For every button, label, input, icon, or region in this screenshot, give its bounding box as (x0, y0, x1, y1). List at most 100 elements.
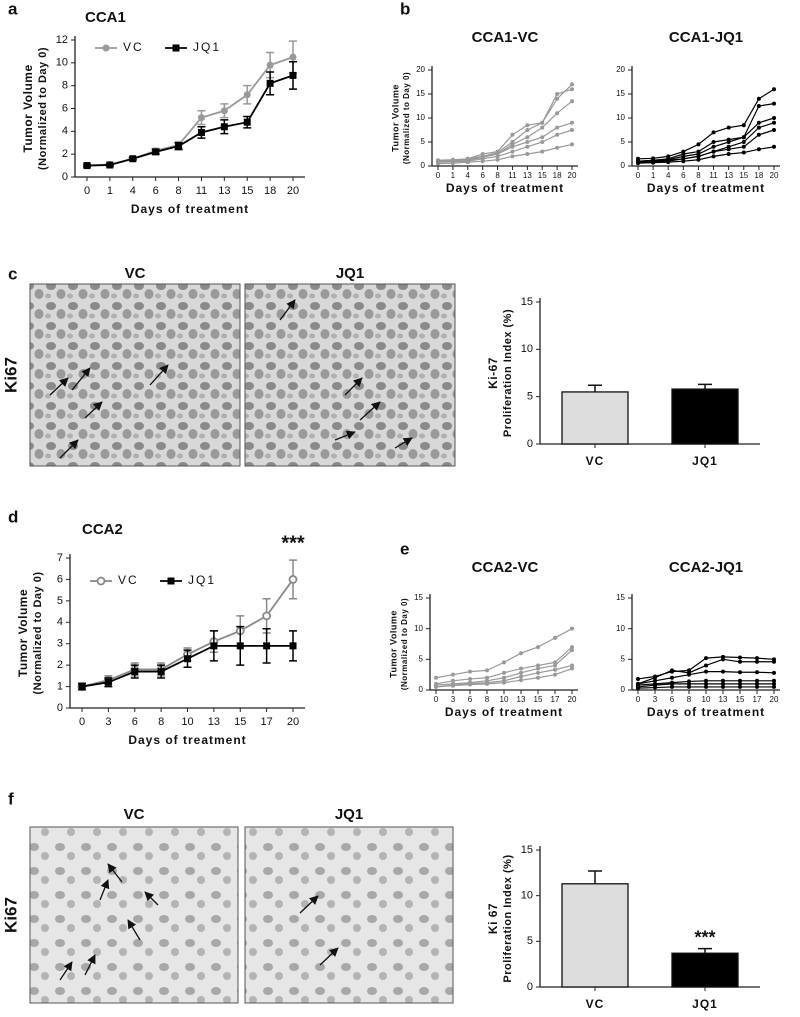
legend-label: VC (123, 40, 144, 54)
x-tick-label: 8 (687, 695, 692, 704)
point (711, 144, 716, 149)
arrows (49, 299, 413, 981)
point (553, 635, 557, 640)
y-tick-label: 20 (416, 65, 425, 74)
x-tick-label: 10 (181, 716, 193, 728)
point (636, 161, 640, 166)
x-tick-label: 3 (653, 695, 658, 704)
point (721, 684, 725, 689)
chart-title: CCA1-JQ1 (669, 29, 743, 46)
point (570, 87, 574, 92)
y-tick-label: 10 (56, 57, 68, 69)
x-tick-label: 11 (196, 185, 207, 197)
x-tick-label: 6 (468, 695, 473, 704)
point (756, 96, 761, 101)
image-label: VC (125, 265, 146, 282)
point (519, 670, 523, 675)
x-tick-label: 20 (287, 716, 299, 728)
point (687, 672, 691, 677)
series-line (81, 578, 294, 688)
point (756, 120, 761, 125)
y-tick-label: 15 (616, 89, 625, 98)
point (772, 101, 776, 106)
y-tick-label: 15 (416, 89, 425, 98)
x-tick-label: 4 (666, 171, 671, 180)
chart-title: CCA2-VC (472, 559, 539, 576)
micrographs (29, 283, 456, 1004)
point (772, 120, 776, 125)
point (756, 125, 761, 130)
point (289, 71, 297, 79)
series-line (637, 122, 775, 163)
x-tick-label: 15 (241, 185, 253, 197)
point (670, 684, 674, 689)
point (131, 668, 139, 676)
point (570, 648, 574, 653)
point (666, 160, 671, 165)
series-line (437, 100, 573, 163)
point (704, 681, 708, 686)
x-tick-label: 3 (451, 695, 456, 704)
y-axis-label: Tumor Volume (21, 64, 35, 152)
y-tick-label: 5 (57, 595, 63, 607)
y-tick-label: 5 (621, 137, 626, 146)
x-tick-label: 17 (753, 695, 762, 704)
y-tick-label: 4 (62, 125, 68, 137)
point (519, 651, 523, 656)
y-tick-label: 10 (616, 113, 625, 122)
x-tick-label: 6 (153, 185, 159, 197)
x-tick-label: JQ1 (692, 454, 718, 468)
annotation: *** (281, 532, 305, 554)
x-axis-label: Days of treatment (131, 202, 249, 216)
point (721, 681, 725, 686)
point (502, 680, 506, 685)
point (738, 655, 742, 660)
point (152, 148, 160, 156)
point (510, 144, 515, 149)
point (726, 147, 731, 152)
x-tick-label: 18 (553, 171, 562, 180)
bar (671, 952, 739, 988)
x-tick-label: 1 (107, 185, 113, 197)
error-bar (588, 384, 602, 392)
point (468, 676, 472, 681)
point (129, 155, 137, 163)
point (651, 160, 656, 165)
point (741, 144, 746, 149)
legend-marker (172, 44, 180, 52)
y-tick-label: 10 (521, 890, 533, 902)
point (502, 660, 506, 665)
y-axis-label: Tumor Volume (390, 84, 400, 152)
point (570, 645, 574, 650)
point (772, 670, 776, 675)
point (465, 160, 470, 165)
point (106, 161, 114, 169)
point (755, 681, 759, 686)
point (495, 157, 500, 162)
image-label: JQ1 (335, 806, 363, 823)
point (519, 678, 523, 683)
bar (561, 391, 629, 445)
point (704, 678, 708, 683)
point (726, 140, 731, 144)
point (711, 130, 716, 135)
x-tick-label: 6 (670, 695, 675, 704)
point (738, 670, 742, 675)
x-tick-label: 13 (218, 185, 230, 197)
x-tick-label: VC (586, 454, 605, 468)
point (553, 660, 557, 665)
point (451, 678, 455, 683)
x-tick-label: 18 (264, 185, 276, 197)
x-axis-label: Days of treatment (128, 733, 246, 747)
x-tick-label: 1 (651, 171, 656, 180)
point (525, 128, 530, 132)
point (468, 682, 472, 687)
x-tick-label: 6 (681, 171, 686, 180)
y-tick-label: 7 (57, 552, 63, 564)
image-vc (29, 283, 241, 467)
point (696, 142, 701, 147)
x-tick-label: 17 (551, 695, 560, 704)
x-tick-label: 15 (534, 695, 543, 704)
y-tick-label: 10 (616, 624, 625, 633)
